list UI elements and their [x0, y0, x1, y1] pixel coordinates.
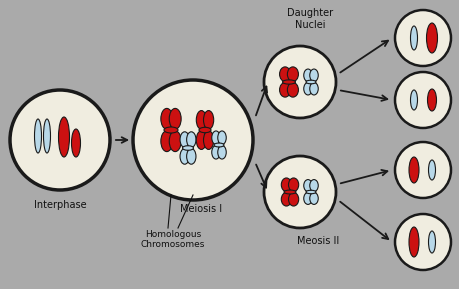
Ellipse shape — [408, 157, 418, 183]
Ellipse shape — [58, 117, 69, 157]
Ellipse shape — [288, 192, 298, 206]
Ellipse shape — [199, 127, 211, 133]
Ellipse shape — [303, 69, 312, 81]
Ellipse shape — [169, 108, 181, 129]
Circle shape — [10, 90, 110, 190]
Text: Meosis II: Meosis II — [296, 236, 338, 246]
Ellipse shape — [426, 89, 436, 111]
Ellipse shape — [408, 227, 418, 257]
Ellipse shape — [281, 178, 291, 192]
Ellipse shape — [409, 90, 417, 110]
Text: Meiosis I: Meiosis I — [179, 204, 222, 214]
Ellipse shape — [288, 178, 298, 192]
Ellipse shape — [305, 80, 315, 84]
Ellipse shape — [283, 190, 295, 194]
Ellipse shape — [281, 192, 291, 206]
Ellipse shape — [186, 149, 196, 164]
Ellipse shape — [211, 146, 220, 159]
Ellipse shape — [217, 146, 226, 159]
Ellipse shape — [425, 23, 437, 53]
Ellipse shape — [196, 131, 206, 149]
Ellipse shape — [279, 83, 290, 97]
Text: Daughter
Nuclei II: Daughter Nuclei II — [399, 0, 445, 2]
Ellipse shape — [179, 149, 189, 164]
Text: Interphase: Interphase — [34, 200, 86, 210]
Circle shape — [394, 142, 450, 198]
Ellipse shape — [428, 160, 435, 180]
Circle shape — [263, 156, 335, 228]
Ellipse shape — [428, 231, 435, 253]
Ellipse shape — [305, 190, 315, 194]
Ellipse shape — [211, 131, 220, 144]
Circle shape — [394, 10, 450, 66]
Text: Daughter
Nuclei: Daughter Nuclei — [286, 8, 332, 30]
Ellipse shape — [282, 80, 295, 84]
Ellipse shape — [44, 119, 50, 153]
Ellipse shape — [196, 111, 206, 129]
Ellipse shape — [186, 132, 196, 147]
Ellipse shape — [169, 131, 181, 152]
Circle shape — [263, 46, 335, 118]
Ellipse shape — [409, 26, 417, 50]
Ellipse shape — [161, 131, 173, 152]
Ellipse shape — [309, 192, 318, 204]
Ellipse shape — [203, 131, 213, 149]
Ellipse shape — [279, 67, 290, 81]
Ellipse shape — [164, 127, 178, 133]
Ellipse shape — [203, 111, 213, 129]
Text: Homologous
Chromosomes: Homologous Chromosomes — [140, 230, 205, 249]
Circle shape — [133, 80, 252, 200]
Ellipse shape — [287, 67, 298, 81]
Ellipse shape — [217, 131, 226, 144]
Ellipse shape — [309, 69, 318, 81]
Ellipse shape — [179, 132, 189, 147]
Circle shape — [394, 72, 450, 128]
Circle shape — [394, 214, 450, 270]
Ellipse shape — [161, 108, 173, 129]
Ellipse shape — [303, 82, 312, 95]
Ellipse shape — [71, 129, 80, 157]
Ellipse shape — [303, 192, 312, 204]
Ellipse shape — [182, 146, 193, 150]
Ellipse shape — [309, 82, 318, 95]
Ellipse shape — [303, 179, 312, 192]
Ellipse shape — [287, 83, 298, 97]
Ellipse shape — [213, 143, 224, 147]
Ellipse shape — [309, 179, 318, 192]
Ellipse shape — [34, 119, 41, 153]
